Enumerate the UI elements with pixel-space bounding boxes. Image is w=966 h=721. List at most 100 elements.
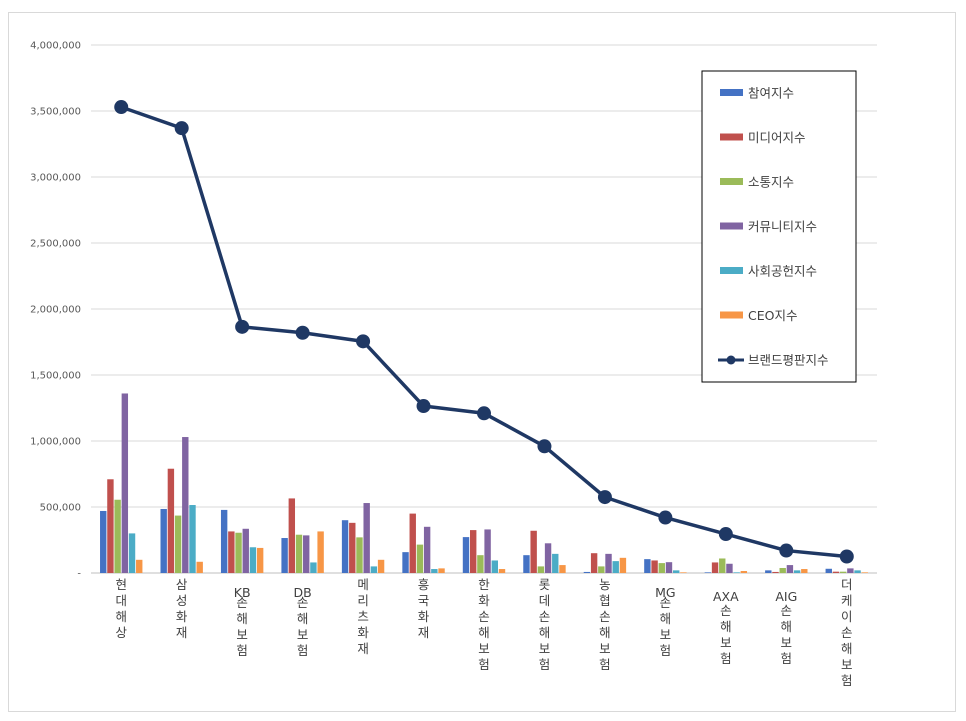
bar (121, 393, 129, 573)
bar (779, 567, 786, 573)
legend-swatch (720, 222, 743, 230)
bar (136, 559, 143, 573)
bar (356, 537, 363, 573)
bar (288, 498, 296, 573)
bar (310, 562, 317, 573)
bar (672, 570, 680, 573)
bars (100, 393, 868, 573)
bar (182, 437, 189, 573)
line-series (114, 100, 854, 564)
bar (861, 572, 868, 573)
bar (704, 572, 712, 573)
bar (740, 571, 748, 573)
y-tick-label: 2,500,000 (30, 239, 81, 250)
bar (470, 530, 477, 573)
x-tick-label: AXA 손 해 보 험 (713, 589, 739, 666)
y-tick-label: 3,000,000 (30, 173, 81, 184)
bar (242, 528, 249, 573)
bar (658, 563, 665, 573)
bar (423, 526, 431, 573)
bar (605, 553, 612, 573)
bar (228, 531, 235, 573)
bar (107, 479, 114, 573)
bar (619, 557, 627, 573)
bar (341, 520, 349, 573)
bar (590, 553, 598, 573)
line-point (718, 527, 733, 542)
bar (765, 570, 772, 573)
bar (477, 555, 484, 573)
y-tick-label: 2,000,000 (30, 305, 81, 316)
legend-label: 브랜드평판지수 (748, 353, 829, 368)
legend-swatch (720, 89, 743, 96)
bar (552, 553, 559, 573)
bar (303, 535, 310, 573)
line-point (839, 549, 854, 564)
bar (847, 568, 854, 573)
bar (431, 569, 438, 573)
bar (544, 543, 552, 573)
legend-label: 커뮤니티지수 (748, 219, 817, 234)
bar (174, 515, 182, 573)
bar (409, 513, 416, 573)
line-point (295, 325, 310, 340)
bar (438, 568, 445, 573)
line-point (174, 121, 189, 136)
legend-swatch (720, 311, 743, 319)
bar (644, 559, 651, 573)
line-point (235, 319, 250, 334)
legend-swatch (720, 133, 743, 141)
y-tick-label: 500,000 (40, 503, 81, 514)
legend-label: 미디어지수 (748, 130, 806, 145)
x-axis-ticks: 현 대 해 상 삼 성 화 재 KB 손 해 보 험 DB 손 해 보 험 메 리 츠 화 재 흥 국 화 재 한 화 손 해 보 험 롯 데 손 해 보… (115, 577, 852, 688)
x-tick-label: DB 손 해 보 험 (294, 585, 312, 658)
bar (370, 566, 378, 573)
bar (128, 533, 136, 573)
line-point (597, 490, 612, 505)
chart-frame: 4,000,000 3,500,000 3,000,000 2,500,000 2,00… (8, 12, 956, 712)
brand-reputation-chart: 4,000,000 3,500,000 3,000,000 2,500,000 2,00… (30, 41, 877, 688)
bar (235, 532, 242, 573)
bar (491, 560, 498, 573)
bar (651, 560, 658, 573)
bar (523, 555, 530, 573)
legend-label: 사회공헌지수 (748, 264, 817, 279)
bar (801, 569, 808, 573)
bar (719, 558, 726, 573)
y-tick-label: 1,000,000 (30, 437, 81, 448)
bar (160, 508, 167, 573)
bar (612, 561, 619, 573)
line-point (537, 439, 552, 454)
bar (249, 547, 257, 573)
bar (377, 559, 385, 573)
bar (256, 547, 264, 573)
bar (665, 562, 673, 573)
bar (295, 534, 303, 573)
bar (189, 505, 196, 573)
y-tick-label: - (77, 569, 81, 580)
bar (402, 552, 409, 573)
bar (196, 561, 203, 573)
bar (733, 572, 740, 573)
x-tick-label: MG 손 해 보 험 (655, 585, 675, 658)
legend-swatch (720, 178, 743, 185)
line-point (356, 334, 371, 349)
bar (167, 468, 175, 573)
gridlines (91, 44, 877, 574)
bar (363, 503, 370, 573)
bar (416, 544, 424, 573)
line-point (416, 399, 431, 414)
y-tick-label: 4,000,000 (30, 41, 81, 52)
bar (559, 565, 566, 573)
bar (793, 570, 801, 573)
bar (349, 522, 356, 573)
x-tick-label: AIG 손 해 보 험 (775, 589, 797, 666)
bar (530, 530, 537, 573)
bar (537, 566, 545, 573)
